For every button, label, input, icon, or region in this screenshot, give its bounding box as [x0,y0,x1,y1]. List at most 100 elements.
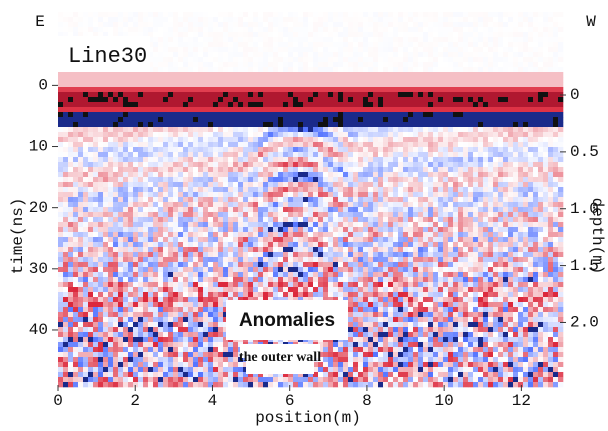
radargram-cell [228,107,234,113]
radargram-cell [483,222,489,228]
radargram-cell [538,57,544,63]
radargram-cell [523,202,529,208]
radargram-cell [348,162,354,168]
radargram-cell [448,92,454,98]
radargram-cell [543,77,549,83]
radargram-cell [228,62,234,68]
radargram-cell [468,127,474,133]
radargram-cell [463,52,469,58]
radargram-cell [243,112,249,118]
radargram-cell [413,17,419,23]
radargram-cell [253,172,259,178]
radargram-cell [208,212,214,218]
radargram-cell [123,32,129,38]
radargram-cell [463,47,469,53]
radargram-cell [138,132,144,138]
radargram-cell [278,52,284,58]
radargram-cell [543,192,549,198]
radargram-cell [113,192,119,198]
radargram-cell [248,17,254,23]
radargram-cell [338,157,344,163]
radargram-cell [358,197,364,203]
radargram-cell [263,232,269,238]
radargram-cell [473,172,479,178]
radargram-cell [363,42,369,48]
radargram-cell [343,247,349,253]
radargram-cell [163,122,169,128]
radargram-cell [333,67,339,73]
radargram-cell [538,192,544,198]
radargram-cell [453,247,459,253]
radargram-cell [363,82,369,88]
radargram-cell [423,147,429,153]
radargram-cell [413,107,419,113]
radargram-cell [293,12,299,18]
radargram-cell [243,142,249,148]
radargram-cell [363,142,369,148]
radargram-cell [168,202,174,208]
radargram-cell [123,117,129,123]
radargram-cell [343,132,349,138]
radargram-cell [413,142,419,148]
radargram-cell [108,232,114,238]
radargram-cell [88,252,94,258]
radargram-cell [148,217,154,223]
radargram-cell [538,97,544,103]
radargram-cell [363,137,369,143]
radargram-cell [273,202,279,208]
radargram-cell [378,82,384,88]
radargram-cell [78,22,84,28]
radargram-cell [493,17,499,23]
radargram-cell [68,187,74,193]
radargram-cell [193,167,199,173]
radargram-cell [533,67,539,73]
radargram-cell [178,237,184,243]
radargram-cell [238,177,244,183]
radargram-cell [278,62,284,68]
radargram-cell [138,247,144,253]
radargram-cell [523,207,529,213]
radargram-cell [263,142,269,148]
radargram-cell [123,142,129,148]
radargram-cell [163,52,169,58]
radargram-cell [158,107,164,113]
radargram-cell [138,77,144,83]
radargram-cell [448,117,454,123]
radargram-cell [533,82,539,88]
radargram-cell [268,222,274,228]
radargram-cell [263,192,269,198]
radargram-cell [508,187,514,193]
radargram-cell [63,87,69,93]
radargram-cell [283,212,289,218]
radargram-cell [188,72,194,78]
radargram-cell [108,72,114,78]
radargram-cell [233,152,239,158]
radargram-cell [93,227,99,233]
radargram-cell [188,182,194,188]
radargram-cell [163,47,169,53]
radargram-cell [153,192,159,198]
radargram-cell [478,47,484,53]
radargram-cell [518,62,524,68]
radargram-cell [273,137,279,143]
radargram-cell [388,187,394,193]
radargram-cell [258,72,264,78]
radargram-cell [133,192,139,198]
radargram-cell [413,237,419,243]
radargram-cell [418,97,424,103]
radargram-cell [493,207,499,213]
radargram-cell [493,132,499,138]
radargram-cell [423,62,429,68]
radargram-cell [213,127,219,133]
radargram-cell [398,82,404,88]
radargram-cell [243,182,249,188]
radargram-cell [508,37,514,43]
radargram-cell [283,202,289,208]
radargram-cell [343,77,349,83]
radargram-cell [343,227,349,233]
radargram-cell [508,127,514,133]
radargram-cell [98,177,104,183]
radargram-cell [98,107,104,113]
radargram-cell [363,127,369,133]
radargram-cell [268,187,274,193]
